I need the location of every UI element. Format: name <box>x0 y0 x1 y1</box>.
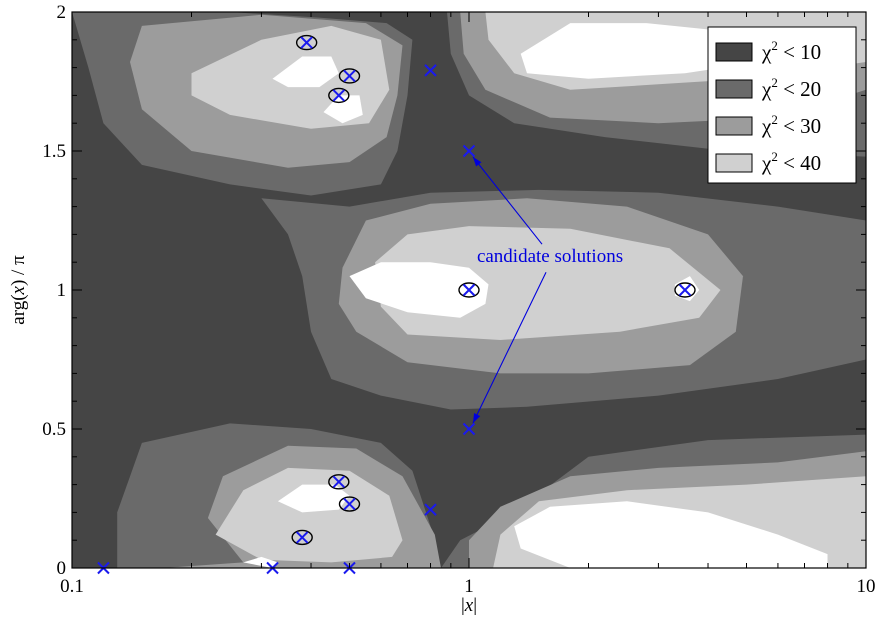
legend-swatch <box>715 42 753 62</box>
solution-contour <box>328 474 350 490</box>
solution-marker <box>332 475 346 489</box>
x-axis-title: |x| <box>461 595 477 616</box>
contour-region <box>323 95 363 124</box>
y-tick-label: 2 <box>57 2 67 23</box>
marker-stroke <box>332 475 346 489</box>
marker-stroke <box>678 283 692 297</box>
solution-contour <box>291 529 313 546</box>
solution-marker <box>462 283 476 297</box>
solution-contour <box>458 282 480 298</box>
annotation: candidate solutions <box>472 156 623 424</box>
marker-stroke <box>295 531 309 544</box>
legend-label: χ2 < 40 <box>761 149 821 175</box>
annotation-arrowhead <box>473 157 482 167</box>
solution-contours <box>291 34 696 546</box>
solution-markers <box>97 36 692 575</box>
annotation-arrow <box>472 156 543 245</box>
marker-stroke <box>343 69 356 83</box>
annotation-arrowhead <box>473 413 481 423</box>
solution-marker <box>678 283 692 297</box>
marker-stroke <box>332 89 346 102</box>
contour-region <box>349 262 489 318</box>
marker-stroke <box>462 283 476 297</box>
y-tick-label: 1.5 <box>42 141 66 162</box>
legend: χ2 < 10 χ2 < 20 χ2 < 30 χ2 < 40 <box>707 26 857 184</box>
contour-region <box>277 484 350 513</box>
solution-marker <box>300 36 313 49</box>
solution-contour <box>328 87 350 104</box>
legend-label: χ2 < 30 <box>761 112 821 138</box>
marker-stroke <box>343 497 356 511</box>
x-tick-label: 10 <box>857 576 876 597</box>
annotation-arrow <box>472 271 547 424</box>
solution-marker <box>295 531 309 544</box>
legend-label: χ2 < 20 <box>761 75 821 101</box>
solution-contour <box>338 68 361 84</box>
axis-ticks <box>71 11 867 569</box>
legend-swatch <box>715 116 753 136</box>
legend-swatch <box>715 79 753 99</box>
solution-marker <box>462 144 476 158</box>
contour-region <box>514 501 828 568</box>
solution-marker <box>462 422 476 436</box>
annotation-label: candidate solutions <box>477 246 623 267</box>
y-tick-label: 1 <box>57 280 67 301</box>
tick-labels: 0.1 1 10 0 0.5 1 1.5 2 <box>42 2 875 597</box>
solution-contour <box>295 34 318 51</box>
legend-swatch <box>715 153 753 173</box>
solution-contour <box>338 496 361 512</box>
y-axis-title: arg(x) / π <box>8 255 29 325</box>
contour-region <box>272 56 339 88</box>
solution-marker <box>424 503 437 516</box>
solution-marker <box>332 89 346 102</box>
y-tick-label: 0 <box>57 558 67 579</box>
solution-contour <box>674 282 696 298</box>
marker-stroke <box>424 64 437 77</box>
solution-marker <box>343 497 356 511</box>
legend-label: χ2 < 10 <box>761 38 821 64</box>
marker-stroke <box>424 503 437 516</box>
x-tick-label: 0.1 <box>60 576 84 597</box>
marker-stroke <box>300 36 313 49</box>
x-tick-label: 1 <box>464 576 474 597</box>
marker-stroke <box>462 422 476 436</box>
y-tick-label: 0.5 <box>42 419 66 440</box>
contour-region <box>215 467 403 563</box>
solution-marker <box>343 69 356 83</box>
solution-marker <box>424 64 437 77</box>
marker-stroke <box>462 144 476 158</box>
